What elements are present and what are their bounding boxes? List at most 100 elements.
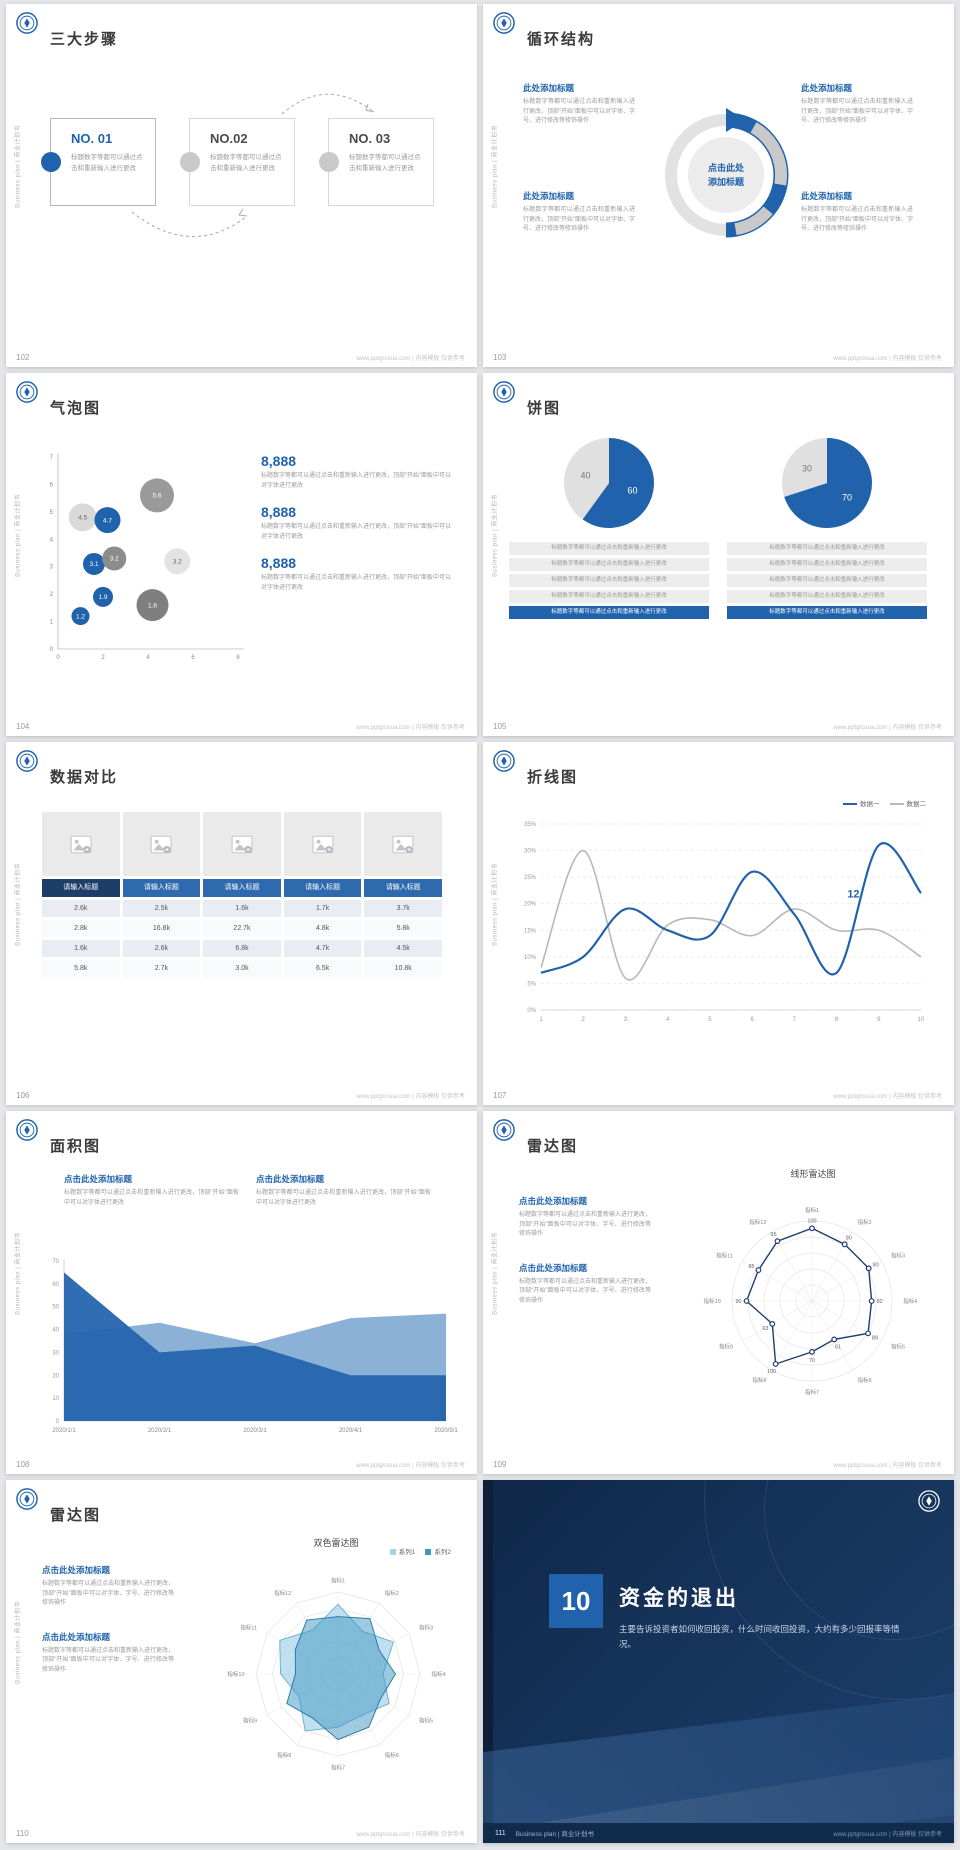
svg-text:60: 60: [628, 486, 638, 496]
sidebar-vertical-text: Business plan | 商业计划书: [492, 1232, 499, 1315]
table-cell: 2.6k: [122, 940, 201, 957]
table-cell: 4.7k: [283, 940, 362, 957]
text-block: 点击此处添加标题 标题数字等都可以通过点击和重新输入进行更改，顶部“开始”面板中…: [42, 1564, 174, 1609]
series1-line-icon: [843, 803, 857, 806]
svg-text:1: 1: [50, 620, 54, 626]
svg-text:3.2: 3.2: [173, 558, 182, 565]
slide-111[interactable]: 10 资金的退出 主要告诉投资者如何收回投资，什么时间收回投资，大约有多少回报率…: [483, 1480, 954, 1843]
cycle-arrows-icon: [665, 108, 789, 238]
svg-text:指标4: 指标4: [903, 1297, 917, 1305]
block-title: 点击此处添加标题: [519, 1262, 588, 1273]
sidebar-vertical-text: Business plan | 商业计划书: [15, 1232, 22, 1315]
pie-legend-row: 标题数字等都可以通过点击和重新输入进行更改: [727, 606, 927, 619]
legend-label: 数据二: [906, 801, 927, 808]
steps-diagram: NO. 01 标题数字等都可以通过点击和重新输入进行更改 NO.02 标题数字等…: [41, 93, 442, 256]
svg-text:2020/4/1: 2020/4/1: [339, 1428, 363, 1434]
svg-text:指标9: 指标9: [243, 1717, 257, 1725]
svg-text:0%: 0%: [527, 1008, 536, 1014]
svg-text:20%: 20%: [524, 902, 537, 908]
svg-text:指标6: 指标6: [385, 1751, 399, 1759]
svg-text:1.6: 1.6: [148, 602, 157, 609]
svg-text:6: 6: [191, 655, 195, 661]
slide-107[interactable]: Business plan | 商业计划书 折线图 数据一 数据二 0% 5% 10…: [483, 742, 954, 1105]
svg-text:15%: 15%: [524, 928, 537, 934]
cycle-center-text: 点击此处 添加标题: [707, 162, 744, 187]
stat-item: 8,888 标题数字等都可以通过点击和重新输入进行更改，顶部“开始”面板中可以对…: [261, 453, 451, 491]
stat-value: 8,888: [261, 504, 297, 521]
step-dot-icon: [41, 152, 61, 172]
stats-column: 8,888 标题数字等都可以通过点击和重新输入进行更改，顶部“开始”面板中可以对…: [261, 453, 451, 607]
svg-text:4: 4: [666, 1017, 670, 1023]
slide-103[interactable]: Business plan | 商业计划书 循环结构 此处添加标题 标题数字等都…: [483, 4, 954, 367]
svg-text:50: 50: [52, 1305, 59, 1311]
radar-legend: 系列1 系列2: [389, 1546, 451, 1556]
sidebar-vertical-text: Business plan | 商业计划书: [15, 863, 22, 946]
svg-text:指标7: 指标7: [331, 1763, 345, 1771]
svg-text:90: 90: [873, 1262, 879, 1268]
step-body-text: 标题数字等都可以通过点击和重新输入进行更改: [71, 154, 143, 172]
area-text-block-2: 点击此处添加标题 标题数字等都可以通过点击和重新输入进行更改，顶部“开始”面板中…: [256, 1173, 431, 1208]
page-number: 106: [16, 1091, 30, 1100]
svg-text:指标1: 指标1: [805, 1206, 819, 1214]
svg-text:指标7: 指标7: [805, 1388, 819, 1396]
svg-text:35%: 35%: [524, 822, 537, 828]
step-dot-icon: [180, 152, 200, 172]
stat-value: 8,888: [261, 453, 297, 469]
legend-label: 系列1: [398, 1549, 416, 1556]
step-dot-icon: [319, 152, 339, 172]
logo-badge-icon: [493, 750, 515, 772]
cycle-block-top-left: 此处添加标题 标题数字等都可以通过点击和重新输入进行更改，顶部“开始”面板中可以…: [523, 82, 635, 127]
step-body-text: 标题数字等都可以通过点击和重新输入进行更改: [210, 154, 282, 172]
table-cell: 16.8k: [122, 920, 201, 937]
page-number: 110: [16, 1829, 29, 1838]
slide-footer: www.pptgrosua.com | 内容模板 仅供参考: [833, 1094, 942, 1100]
svg-text:8: 8: [835, 1017, 839, 1023]
slide-106[interactable]: Business plan | 商业计划书 数据对比 请输入标题 请输入标题 请输入…: [6, 742, 477, 1105]
cycle-block-bottom-left: 此处添加标题 标题数字等都可以通过点击和重新输入进行更改，顶部“开始”面板中可以…: [523, 190, 635, 235]
svg-text:12: 12: [847, 889, 859, 901]
legend-item: 数据一: [843, 798, 880, 808]
svg-text:60: 60: [52, 1282, 59, 1288]
svg-text:3: 3: [624, 1017, 628, 1023]
svg-text:1.9: 1.9: [98, 594, 107, 601]
table-cell: 6.5k: [283, 960, 362, 977]
svg-text:指标11: 指标11: [240, 1623, 257, 1631]
block-body: 标题数字等都可以通过点击和重新输入进行更改，顶部“开始”面板中可以对字体、字号、…: [523, 99, 635, 125]
logo-badge-icon: [918, 1490, 940, 1512]
table-cell: 3.0k: [203, 960, 281, 977]
logo-badge-icon: [493, 12, 515, 34]
radar-text-blocks: 点击此处添加标题 标题数字等都可以通过点击和重新输入进行更改，顶部“开始”面板中…: [519, 1195, 651, 1329]
slide-title: 三大步骤: [50, 31, 119, 48]
page-number: 102: [16, 353, 30, 362]
slide-title: 雷达图: [50, 1507, 102, 1524]
page-number: 108: [16, 1460, 30, 1469]
logo-badge-icon: [493, 381, 515, 403]
slide-110[interactable]: Business plan | 商业计划书 雷达图 点击此处添加标题 标题数字等…: [6, 1480, 477, 1843]
bubble-chart: 0 1 2 3 4 5 6 7 0 2 4 6 8 4.5 4.7 5.6 3.1 3.2 3.2 1.9 1.2 1.6: [50, 453, 244, 661]
image-placeholder-icon: [283, 812, 362, 876]
slide-102[interactable]: Business plan | 商业计划书 三大步骤 NO. 01 标题数字等都…: [6, 4, 477, 367]
svg-text:40: 40: [52, 1328, 59, 1334]
step-box-1[interactable]: NO. 01 标题数字等都可以通过点击和重新输入进行更改: [41, 118, 156, 206]
block-title: 点击此处添加标题: [42, 1631, 111, 1642]
cycle-block-top-right: 此处添加标题 标题数字等都可以通过点击和重新输入进行更改，顶部“开始”面板中可以…: [801, 82, 913, 127]
slide-footer: www.pptgrosua.com | 内容模板 仅供参考: [356, 725, 465, 731]
series2-swatch-icon: [425, 1549, 432, 1556]
table-cell: 1.7k: [283, 900, 362, 917]
slide-105[interactable]: Business plan | 商业计划书 饼图 60 40 标题数字等都可以通过…: [483, 373, 954, 736]
svg-text:30%: 30%: [524, 849, 537, 855]
svg-text:10: 10: [52, 1396, 59, 1402]
slide-108[interactable]: Business plan | 商业计划书 面积图 点击此处添加标题 标题数字等…: [6, 1111, 477, 1474]
slide-title: 数据对比: [50, 769, 119, 786]
logo-badge-icon: [16, 750, 38, 772]
slide-109[interactable]: Business plan | 商业计划书 雷达图 点击此处添加标题 标题数字等…: [483, 1111, 954, 1474]
step-box-2[interactable]: NO.02 标题数字等都可以通过点击和重新输入进行更改: [180, 118, 295, 206]
block-body: 标题数字等都可以通过点击和重新输入进行更改，顶部“开始”面板中可以对字体、字号、…: [523, 207, 635, 233]
step-box-3[interactable]: NO. 03 标题数字等都可以通过点击和重新输入进行更改: [319, 118, 434, 206]
slide-104[interactable]: Business plan | 商业计划书 气泡图 0 1 2 3 4 5 6 7 0 2 4 6 8 4…: [6, 373, 477, 736]
svg-text:2: 2: [582, 1017, 586, 1023]
table-cell: 5.8k: [42, 960, 120, 977]
block-title: 此处添加标题: [801, 191, 853, 201]
logo-badge-icon: [16, 12, 38, 34]
svg-text:8: 8: [236, 655, 240, 661]
